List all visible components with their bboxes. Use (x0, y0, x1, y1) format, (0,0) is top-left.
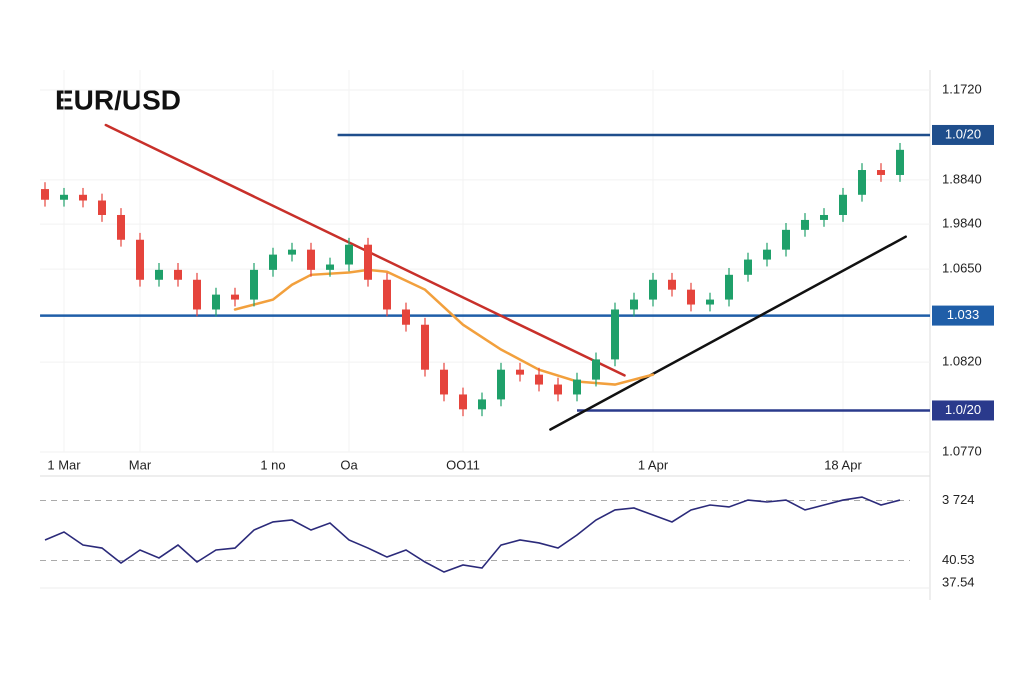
candle-body (649, 279, 657, 300)
candle-body (573, 379, 581, 395)
level-tag (932, 305, 994, 326)
level-tag (932, 400, 994, 421)
candle-body (858, 170, 866, 195)
candle-body (421, 324, 429, 370)
level-label: 1.0/20 (945, 402, 981, 417)
y-tick-label: 37.54 (942, 574, 975, 589)
candle-body (79, 194, 87, 201)
candle-body (744, 259, 752, 275)
y-tick-label: 1.8840 (942, 171, 982, 186)
candle-body (345, 244, 353, 265)
candle-body (839, 194, 847, 215)
x-tick-label: 18 Apr (824, 457, 862, 472)
candle-body (155, 269, 163, 280)
candle-body (535, 374, 543, 385)
candle-body (801, 219, 809, 230)
x-tick-label: 1 no (260, 457, 285, 472)
candle-body (668, 279, 676, 290)
level-tag (932, 124, 994, 145)
candle-body (212, 294, 220, 310)
level-label: 1.0/20 (945, 126, 981, 141)
x-tick-label: OO11 (446, 457, 480, 472)
candle-body (782, 229, 790, 250)
candle-body (630, 299, 638, 310)
level-label: 1.033 (947, 307, 980, 322)
trend-line (233, 268, 655, 386)
x-tick-label: 1 Mar (47, 457, 81, 472)
chart-title: EUR/USD (55, 84, 181, 115)
rsi-line (44, 496, 901, 573)
candle-body (497, 369, 505, 400)
candle-body (98, 200, 106, 215)
candle-body (820, 214, 828, 220)
y-tick-label: 1.0820 (942, 354, 982, 369)
x-tick-label: 1 Apr (638, 457, 669, 472)
candle-body (364, 244, 372, 280)
candle-body (193, 279, 201, 310)
candle-body (896, 149, 904, 175)
candle-body (174, 269, 182, 280)
candle-body (554, 384, 562, 395)
candle-body (459, 394, 467, 410)
candle-body (136, 239, 144, 280)
candle-body (440, 369, 448, 395)
candle-body (478, 399, 486, 410)
candle-body (326, 264, 334, 270)
candle-body (269, 254, 277, 270)
candle-body (383, 279, 391, 310)
x-tick-label: Mar (129, 457, 152, 472)
candle-body (117, 214, 125, 240)
candle-body (592, 359, 600, 380)
candle-body (725, 274, 733, 300)
candle-body (231, 294, 239, 300)
trend-line (549, 235, 907, 431)
candle-body (307, 249, 315, 270)
candle-body (877, 170, 885, 175)
candle-body (763, 249, 771, 260)
candle-body (687, 289, 695, 305)
y-tick-label: 40.53 (942, 552, 975, 567)
y-tick-label: 1.9840 (942, 216, 982, 231)
y-tick-label: 1.0770 (942, 443, 982, 458)
candle-body (402, 309, 410, 325)
y-tick-label: 1.1720 (942, 81, 982, 96)
candle-body (288, 249, 296, 255)
candle-body (60, 194, 68, 200)
y-tick-label: 1.0650 (942, 261, 982, 276)
x-tick-label: Oa (340, 457, 358, 472)
candle-body (706, 299, 714, 305)
candle-body (516, 369, 524, 375)
y-tick-label: 3 724 (942, 492, 975, 507)
candle-body (41, 189, 49, 200)
candle-body (250, 269, 258, 300)
candle-body (611, 309, 619, 360)
